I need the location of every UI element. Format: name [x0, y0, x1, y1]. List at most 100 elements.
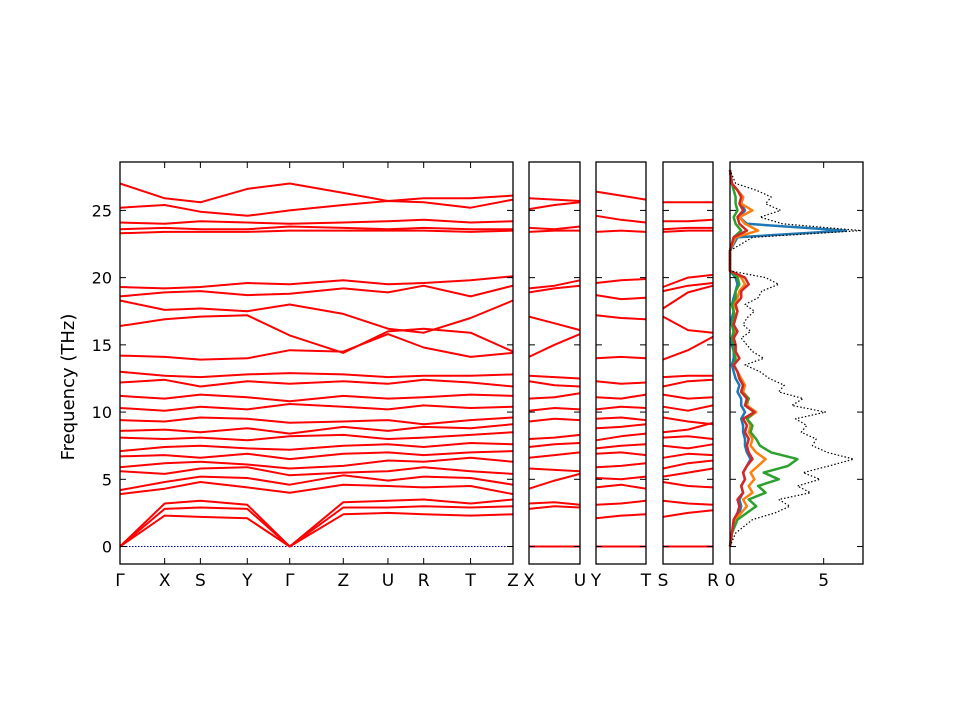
high-symmetry-label: X: [523, 571, 535, 591]
phonon-band: [119, 456, 514, 470]
high-symmetry-label: Z: [337, 571, 349, 591]
phonon-band: [119, 333, 514, 361]
phonon-band: [119, 378, 514, 388]
phonon-band: [528, 417, 581, 423]
high-symmetry-label: R: [707, 571, 719, 591]
phonon-band: [119, 275, 514, 290]
phonon-band: [662, 273, 714, 288]
phonon-band: [119, 218, 514, 225]
phonon-band: [528, 467, 581, 473]
phonon-band: [662, 416, 714, 426]
phonon-band: [528, 392, 581, 400]
phonon-band: [595, 314, 647, 321]
phonon-band: [595, 416, 647, 422]
phonon-band: [595, 214, 647, 224]
phonon-band: [662, 229, 713, 233]
y-tick-label: 15: [92, 336, 112, 355]
phonon-band: [528, 451, 581, 459]
phonon-band: [662, 435, 714, 440]
phonon-band: [528, 501, 581, 506]
phonon-band: [528, 284, 581, 294]
high-symmetry-label: S: [195, 571, 206, 591]
phonon-band: [662, 481, 714, 489]
phonon-band: [119, 466, 514, 477]
phonon-band: [528, 229, 580, 233]
phonon-band: [595, 355, 647, 360]
high-symmetry-label: X: [159, 571, 171, 591]
partial-dos-curve: [728, 169, 756, 547]
phonon-band: [662, 421, 714, 434]
phonon-band: [119, 299, 514, 334]
partial-dos-curve: [728, 169, 799, 547]
phonon-band: [528, 505, 581, 510]
phonon-band: [119, 498, 514, 548]
phonon-band: [663, 218, 714, 223]
y-tick-label: 25: [92, 201, 112, 220]
phonon-band: [528, 333, 581, 358]
phonon-band: [662, 499, 714, 506]
dos-x-tick-label: 0: [725, 571, 736, 591]
phonon-band: [119, 416, 514, 426]
high-symmetry-label: U: [574, 571, 586, 591]
phonon-band: [662, 509, 714, 518]
phonon-band: [662, 226, 713, 231]
high-symmetry-label: Γ: [285, 571, 295, 591]
phonon-band: [119, 423, 514, 435]
phonon-band: [119, 474, 514, 492]
phonon-band: [595, 513, 647, 520]
band-panel-frame: [119, 161, 514, 565]
total-dos-curve: [729, 169, 862, 547]
phonon-band: [119, 481, 514, 496]
phonon-band: [662, 459, 714, 470]
high-symmetry-label: Z: [507, 571, 519, 591]
phonon-band: [662, 284, 714, 310]
phonon-band: [662, 393, 714, 400]
dos-panel-frame: [729, 161, 864, 565]
phonon-band: [595, 190, 647, 201]
phonon-band: [595, 380, 647, 385]
phonon-band: [528, 315, 581, 332]
phonon-band: [119, 403, 514, 412]
high-symmetry-label: U: [382, 571, 394, 591]
phonon-band: [119, 511, 514, 548]
phonon-band: [119, 284, 514, 298]
phonon-band: [528, 407, 581, 412]
high-symmetry-label: R: [418, 571, 430, 591]
dos-x-tick-label: 5: [818, 571, 829, 591]
high-symmetry-label: T: [464, 571, 476, 591]
y-tick-label: 10: [92, 403, 112, 422]
band-panel-frame: [662, 161, 714, 565]
y-tick-label: 0: [102, 538, 112, 557]
phonon-band: [595, 432, 647, 442]
high-symmetry-label: Y: [241, 571, 253, 591]
phonon-band: [595, 451, 647, 457]
phonon-band: [528, 472, 581, 490]
band-panel-frame: [595, 161, 647, 565]
phonon-band: [595, 443, 647, 450]
phonon-band: [119, 198, 514, 217]
phonon-band: [119, 505, 514, 548]
phonon-band: [528, 374, 581, 380]
phonon-band: [662, 315, 714, 334]
phonon-band: [662, 378, 714, 388]
phonon-band: [528, 201, 581, 211]
phonon-band: [119, 431, 514, 442]
phonon-band: [662, 467, 714, 478]
phonon-band: [119, 442, 514, 453]
phonon-band: [662, 335, 714, 361]
phonon-band: [119, 393, 514, 403]
phonon-band: [662, 282, 714, 293]
phonon-band: [528, 433, 581, 440]
partial-dos-curve: [728, 169, 848, 547]
phonon-band: [119, 370, 514, 379]
phonon-band: [528, 197, 581, 202]
phonon-band: [595, 405, 647, 411]
phonon-band: [528, 380, 581, 388]
high-symmetry-label: Y: [590, 571, 602, 591]
y-tick-label: 20: [92, 269, 112, 288]
phonon-band: [662, 404, 714, 412]
phonon-band: [595, 393, 647, 400]
high-symmetry-label: T: [640, 571, 652, 591]
phonon-band: [119, 225, 513, 231]
